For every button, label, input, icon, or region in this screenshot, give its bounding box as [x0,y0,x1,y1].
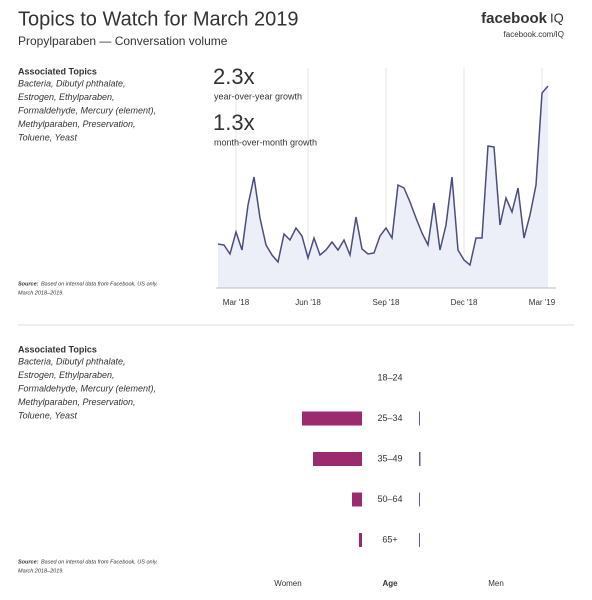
source-text: March 2018–2019. [18,290,64,296]
category-label: 18–24 [377,372,402,382]
subtitle: Propylparaben — Conversation volume [18,34,228,48]
x-tick-label: Sep '18 [373,298,400,307]
title: Topics to Watch for March 2019 [18,8,299,30]
bar [352,492,362,507]
brand-suffix: IQ [550,10,564,25]
annotation-value: 1.3x [213,110,255,135]
panel-heading: Associated Topics [18,66,97,76]
topic: Estrogen, Ethylparaben, [18,370,115,380]
source-label: Source: [18,559,39,565]
line [217,85,549,267]
bar [359,533,362,547]
category-label: 50–64 [377,494,402,504]
annotation-value: 2.3x [213,64,255,89]
topic: Toluene, Yeast [18,410,78,420]
topic: Formaldehyde, Mercury (element), [18,383,156,393]
bar [302,411,362,426]
bar [419,533,420,547]
x-tick-label: Mar '18 [223,298,250,307]
topic: Bacteria, Dibutyl phthalate, [18,356,126,366]
bar [419,492,420,507]
topic: Methylparaben, Preservation, [18,397,136,407]
panel-heading: Associated Topics [18,344,97,354]
x-tick-label: Dec '18 [451,298,478,307]
category-label: 25–34 [377,413,402,423]
x-tick-label: Jun '18 [295,298,321,307]
bar [313,452,362,466]
topic: Bacteria, Dibutyl phthalate, [18,78,126,88]
source-text: Based on internal data from Facebook, US… [41,281,158,287]
x-tick-label: Mar '19 [529,298,556,307]
annotation-text: month-over-month growth [214,137,317,147]
bar [419,452,421,466]
category-label: 35–49 [377,453,402,463]
topic: Methylparaben, Preservation, [18,119,136,129]
axis-label: Age [382,579,398,588]
source-label: Source: [18,281,39,287]
brand: facebook [481,10,548,27]
topic: Toluene, Yeast [18,132,78,142]
category-label: 65+ [382,534,397,544]
source-text: Based on internal data from Facebook, US… [41,559,158,565]
source-text: March 2018–2019. [18,568,64,574]
brand-url: facebook.com/IQ [504,30,564,39]
bar [419,411,420,426]
area [218,86,548,288]
annotation-text: year-over-year growth [214,91,302,101]
legend-label: Women [274,579,301,588]
legend-label: Men [488,579,504,588]
topic: Estrogen, Ethylparaben, [18,92,115,102]
topic: Formaldehyde, Mercury (element), [18,105,156,115]
